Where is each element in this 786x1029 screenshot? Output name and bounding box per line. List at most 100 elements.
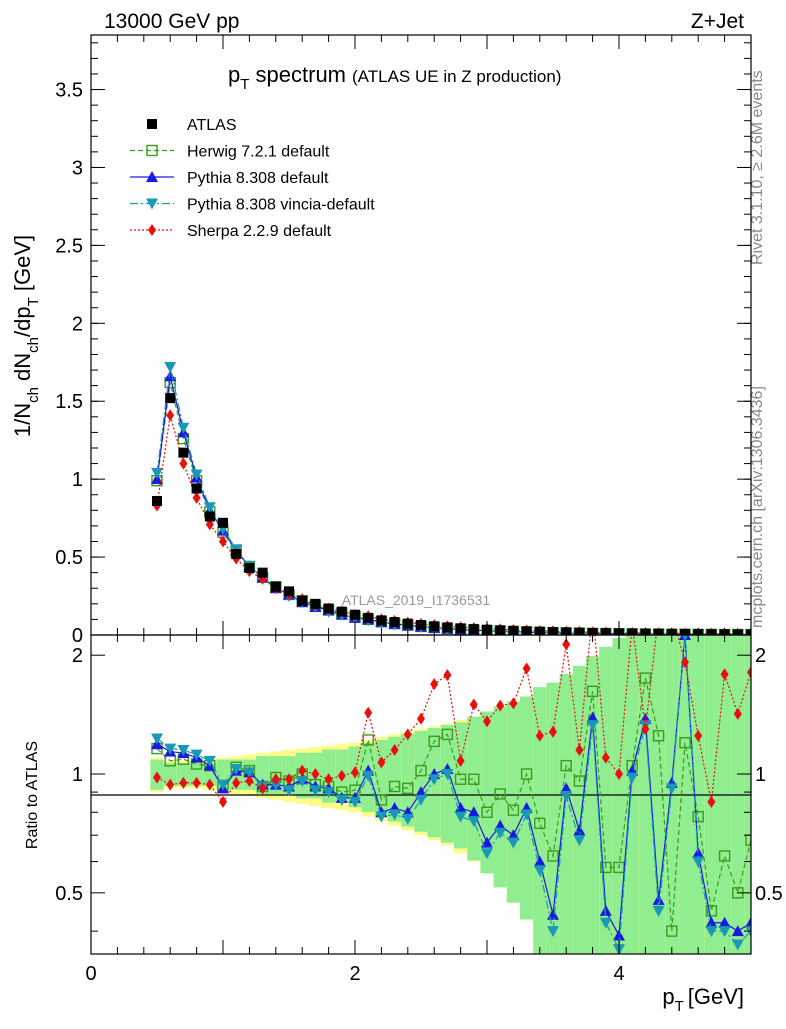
ratio-y-tick-label: 0.5 bbox=[55, 883, 83, 905]
ratio-point-sherpa bbox=[245, 775, 254, 788]
ratio-point-sherpa bbox=[694, 729, 703, 742]
header-right: Z+Jet bbox=[691, 10, 744, 33]
ratio-point-vincia bbox=[467, 816, 480, 828]
point-data bbox=[191, 483, 202, 494]
ratio-point-pythia bbox=[560, 782, 573, 794]
ratio-point-herwig bbox=[402, 782, 414, 795]
y-tick-label: 2.5 bbox=[55, 235, 83, 257]
y-tick-label: 3 bbox=[72, 157, 83, 179]
ratio-y-axis-label: Ratio to ATLAS bbox=[24, 741, 41, 849]
point-data bbox=[284, 586, 294, 597]
ratio-point-herwig bbox=[600, 861, 612, 874]
point-data bbox=[257, 567, 268, 578]
point-data bbox=[336, 606, 347, 617]
ratio-point-sherpa bbox=[285, 773, 293, 786]
ratio-point-vincia bbox=[428, 774, 441, 786]
ratio-point-sherpa bbox=[271, 773, 280, 786]
stat-uncertainty-band bbox=[758, 624, 771, 1024]
y-tick-label: 2 bbox=[72, 313, 83, 335]
ratio-point-vincia bbox=[494, 827, 507, 839]
ratio-point-sherpa bbox=[641, 723, 650, 736]
point-sherpa bbox=[760, 628, 768, 640]
ratio-point-sherpa bbox=[153, 771, 161, 784]
stat-uncertainty-band bbox=[440, 725, 454, 843]
ratio-point-vincia bbox=[362, 770, 375, 782]
point-vincia bbox=[164, 361, 177, 373]
y-tick-label: 3.5 bbox=[55, 80, 83, 102]
point-data bbox=[627, 628, 638, 635]
ratio-point-vincia bbox=[415, 794, 427, 806]
ratio-point-vincia bbox=[481, 848, 493, 860]
legend-label: Pythia 8.308 default bbox=[187, 170, 329, 187]
stat-uncertainty-band bbox=[493, 706, 507, 888]
stat-uncertainty-band bbox=[771, 624, 784, 1024]
ratio-point-sherpa bbox=[601, 751, 610, 764]
ratio-point-herwig bbox=[520, 768, 533, 780]
stat-uncertainty-band bbox=[638, 635, 652, 954]
ratio-frame bbox=[90, 634, 752, 955]
stat-uncertainty-band bbox=[467, 716, 481, 861]
ratio-point-vincia bbox=[375, 811, 388, 823]
plot-title-sub: T bbox=[240, 76, 249, 93]
ratio-point-sherpa bbox=[720, 668, 729, 681]
ratio-point-herwig bbox=[639, 672, 652, 684]
y-tick-label: 1.5 bbox=[55, 391, 83, 413]
ratio-point-vincia bbox=[758, 793, 770, 804]
point-data bbox=[178, 447, 189, 458]
stat-uncertainty-band bbox=[704, 635, 718, 954]
ratio-point-herwig bbox=[388, 780, 401, 793]
ratio-point-sherpa bbox=[522, 662, 531, 675]
ratio-point-vincia bbox=[507, 837, 520, 849]
ratio-point-vincia bbox=[243, 767, 256, 779]
point-data bbox=[495, 625, 506, 635]
point-data bbox=[363, 612, 374, 623]
analysis-watermark: ATLAS_2019_I1736531 bbox=[342, 592, 491, 608]
plot-title-rest: spectrum bbox=[249, 62, 346, 87]
ratio-point-herwig bbox=[428, 735, 440, 748]
ratio-point-herwig bbox=[362, 734, 374, 746]
ratio-point-vincia bbox=[560, 790, 573, 802]
ratio-point-sherpa bbox=[258, 782, 267, 795]
xlabel-sub: T bbox=[675, 998, 684, 1015]
plot-title-paren: (ATLAS UE in Z production) bbox=[352, 67, 561, 86]
ratio-point-herwig bbox=[547, 850, 559, 862]
ratio-point-sherpa bbox=[615, 768, 623, 781]
ratio-point-sherpa bbox=[324, 773, 333, 786]
ratio-point-herwig bbox=[415, 764, 427, 777]
point-sherpa bbox=[179, 457, 188, 470]
ratio-point-sherpa bbox=[377, 756, 386, 769]
point-data bbox=[746, 629, 751, 635]
point-data bbox=[323, 603, 334, 614]
ratio-point-sherpa bbox=[469, 698, 478, 711]
ratio-point-sherpa bbox=[456, 754, 465, 767]
point-data bbox=[402, 618, 413, 629]
ratio-point-sherpa bbox=[205, 778, 214, 791]
ratio-point-sherpa bbox=[166, 778, 175, 791]
point-data bbox=[548, 627, 558, 635]
ratio-point-sherpa bbox=[589, 604, 597, 616]
x-tick-label: 2 bbox=[349, 963, 360, 985]
point-vincia bbox=[203, 502, 216, 514]
ratio-point-herwig bbox=[454, 773, 467, 785]
legend-marker-data bbox=[147, 119, 157, 129]
legend-marker-vincia bbox=[146, 198, 158, 210]
ratio-point-pythia bbox=[745, 916, 751, 928]
y-tick-label: 0.5 bbox=[55, 547, 83, 569]
ratio-point-herwig bbox=[560, 759, 572, 772]
ratio-point-sherpa bbox=[298, 764, 307, 777]
ratio-point-vincia bbox=[771, 872, 783, 883]
ratio-point-herwig bbox=[441, 728, 454, 741]
legend-label: Sherpa 2.2.9 default bbox=[187, 223, 332, 240]
ratio-point-pythia bbox=[705, 916, 718, 928]
ratio-point-sherpa bbox=[403, 728, 412, 741]
point-sherpa bbox=[166, 409, 175, 422]
ratio-y-tick-label-right: 1 bbox=[755, 764, 766, 786]
ratio-point-sherpa bbox=[733, 707, 742, 720]
xlabel-unit: [GeV] bbox=[688, 984, 744, 1009]
ylabel-part-2: dN bbox=[10, 353, 35, 387]
point-sherpa bbox=[192, 491, 201, 504]
ratio-point-herwig bbox=[705, 905, 718, 917]
ratio-y-tick-label: 1 bbox=[72, 764, 83, 786]
ratio-point-vincia bbox=[230, 763, 243, 775]
point-vincia bbox=[177, 422, 190, 434]
